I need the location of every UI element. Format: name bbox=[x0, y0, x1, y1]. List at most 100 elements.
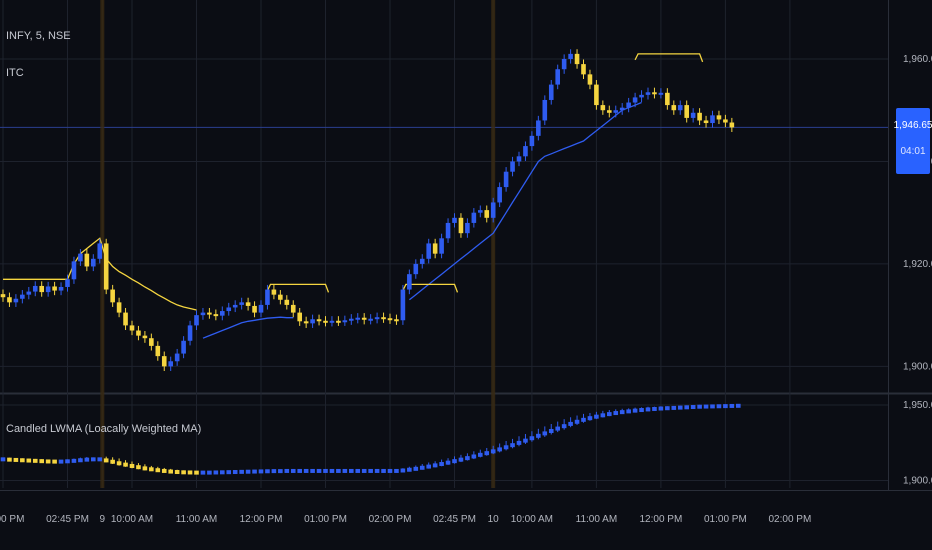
price-candle bbox=[710, 110, 715, 128]
lwma-body bbox=[161, 468, 167, 473]
lwma-candle bbox=[194, 470, 199, 475]
price-candle bbox=[471, 208, 477, 228]
indicator-label-lwma[interactable]: Candled LWMA (Loacally Weighted MA) bbox=[6, 423, 201, 435]
indicator-label-itc[interactable]: ITC bbox=[6, 67, 24, 79]
lwma-body bbox=[703, 404, 709, 409]
price-candle bbox=[394, 314, 399, 325]
candle-body bbox=[303, 321, 309, 324]
lwma-candle bbox=[252, 469, 257, 474]
price-candle bbox=[349, 314, 354, 325]
lwma-body bbox=[484, 451, 490, 456]
price-candle bbox=[478, 205, 483, 218]
candle-body bbox=[284, 299, 290, 305]
lwma-body bbox=[607, 412, 612, 417]
price-candle bbox=[71, 256, 77, 284]
lwma-candle bbox=[445, 458, 451, 465]
lwma-candle bbox=[394, 468, 399, 473]
lwma-body bbox=[465, 456, 470, 461]
lwma-candle bbox=[478, 449, 483, 458]
lwma-body bbox=[639, 408, 644, 413]
lwma-body bbox=[342, 468, 348, 473]
price-candle bbox=[65, 274, 70, 292]
time-axis-label: 11:00 AM bbox=[576, 514, 618, 525]
time-axis-label: 02:45 PM bbox=[46, 514, 89, 525]
candle-body bbox=[478, 210, 483, 213]
price-badge-value: 1,946.65 bbox=[894, 120, 932, 131]
lwma-body bbox=[349, 468, 354, 473]
lwma-body bbox=[39, 459, 44, 464]
lwma-body bbox=[516, 440, 522, 445]
lwma-body bbox=[194, 470, 199, 475]
candle-body bbox=[232, 304, 238, 308]
lwma-candle bbox=[503, 441, 509, 451]
lwma-candle bbox=[413, 465, 419, 471]
symbol-label[interactable]: INFY, 5, NSE bbox=[6, 30, 71, 42]
price-candle bbox=[484, 205, 490, 223]
lwma-candle bbox=[600, 410, 606, 418]
candle-body bbox=[355, 317, 361, 320]
price-candle bbox=[613, 105, 619, 118]
time-axis-label: 10:00 AM bbox=[511, 514, 553, 525]
lwma-candle bbox=[490, 445, 496, 455]
price-candle bbox=[110, 284, 115, 307]
candle-body bbox=[297, 312, 302, 322]
lwma-candle bbox=[226, 470, 232, 475]
candle-body bbox=[471, 212, 477, 223]
lwma-candle bbox=[32, 458, 38, 463]
price-candle bbox=[20, 290, 25, 304]
lwma-candle bbox=[123, 460, 128, 467]
candle-body bbox=[710, 115, 715, 124]
candle-body bbox=[548, 84, 554, 100]
candle-body bbox=[329, 320, 335, 323]
lwma-candle bbox=[723, 404, 728, 409]
lwma-candle bbox=[39, 459, 44, 464]
candle-body bbox=[690, 112, 696, 118]
price-candle bbox=[387, 313, 393, 324]
price-candle bbox=[639, 90, 644, 103]
price-candle bbox=[490, 197, 496, 223]
lwma-candle bbox=[110, 457, 115, 464]
price-candle bbox=[123, 307, 128, 331]
price-candle bbox=[419, 254, 425, 269]
time-axis-label: 11:00 AM bbox=[176, 514, 218, 525]
candle-body bbox=[84, 253, 90, 267]
lwma-body bbox=[729, 403, 735, 408]
lwma-candle bbox=[103, 456, 109, 463]
price-candle bbox=[226, 302, 232, 316]
price-candle bbox=[716, 110, 722, 125]
price-candle bbox=[336, 316, 341, 326]
lwma-candle bbox=[548, 423, 554, 435]
lwma-candle bbox=[174, 469, 180, 475]
price-candle bbox=[555, 64, 560, 90]
lwma-candle bbox=[736, 403, 741, 408]
price-candle bbox=[84, 249, 90, 272]
itc-flat-segment bbox=[634, 53, 704, 63]
lwma-candle bbox=[239, 469, 244, 474]
price-candle bbox=[181, 336, 186, 359]
lwma-body bbox=[452, 459, 457, 464]
lwma-body bbox=[239, 469, 244, 474]
lwma-candle bbox=[136, 463, 141, 470]
candle-body bbox=[265, 289, 270, 305]
price-candles[interactable] bbox=[0, 49, 735, 371]
price-candle bbox=[607, 105, 612, 118]
lwma-candle bbox=[297, 468, 302, 473]
price-candle bbox=[265, 284, 270, 310]
price-axis-label: 1,900.00 bbox=[903, 361, 932, 372]
price-candle bbox=[400, 284, 406, 325]
lwma-body bbox=[690, 405, 696, 410]
candle-body bbox=[271, 289, 277, 295]
lwma-body bbox=[20, 458, 25, 463]
lwma-candle bbox=[529, 431, 535, 442]
lwma-candle bbox=[536, 428, 541, 440]
lwma-candle bbox=[729, 403, 735, 408]
price-candle bbox=[503, 167, 509, 192]
price-candle bbox=[355, 313, 361, 324]
candle-body bbox=[361, 317, 367, 320]
lwma-candle bbox=[349, 468, 354, 473]
price-candle bbox=[671, 100, 677, 115]
price-candle bbox=[665, 88, 670, 110]
lwma-candles[interactable] bbox=[0, 403, 741, 475]
lwma-candle bbox=[439, 459, 444, 467]
